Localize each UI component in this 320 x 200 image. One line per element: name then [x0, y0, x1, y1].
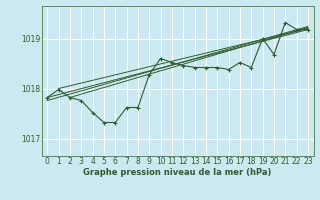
X-axis label: Graphe pression niveau de la mer (hPa): Graphe pression niveau de la mer (hPa) [84, 168, 272, 177]
